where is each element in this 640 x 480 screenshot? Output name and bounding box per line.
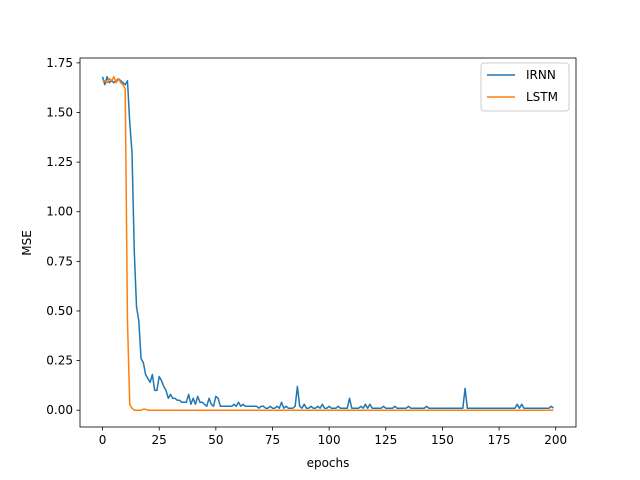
y-tick-label: 0.25 <box>46 354 73 368</box>
legend-label-irnn: IRNN <box>526 68 556 82</box>
series-layer <box>101 76 554 411</box>
y-axis-ticks: 0.00 0.25 0.50 0.75 1.00 1.25 1.50 1.75 <box>46 56 80 417</box>
legend: IRNN LSTM <box>480 62 570 112</box>
x-tick-label: 200 <box>544 433 567 447</box>
x-tick-label: 150 <box>431 433 454 447</box>
series-line-lstm <box>102 76 554 411</box>
series-line-irnn <box>101 76 554 409</box>
y-tick-label: 0.50 <box>46 304 73 318</box>
x-tick-label: 125 <box>374 433 397 447</box>
x-tick-label: 100 <box>318 433 341 447</box>
x-tick-label: 75 <box>265 433 280 447</box>
y-tick-label: 1.75 <box>46 56 73 70</box>
x-tick-label: 25 <box>152 433 167 447</box>
x-tick-label: 50 <box>208 433 223 447</box>
x-axis-title: epochs <box>307 456 350 470</box>
x-tick-label: 0 <box>99 433 107 447</box>
plot-frame <box>79 57 577 428</box>
y-tick-label: 0.00 <box>46 403 73 417</box>
x-axis-ticks: 0 25 50 75 100 125 150 175 200 <box>99 427 567 447</box>
y-tick-label: 1.00 <box>46 205 73 219</box>
y-tick-label: 1.25 <box>46 155 73 169</box>
y-tick-label: 0.75 <box>46 254 73 268</box>
x-tick-label: 175 <box>488 433 511 447</box>
y-axis-title: MSE <box>20 230 34 256</box>
legend-label-lstm: LSTM <box>526 90 558 104</box>
y-tick-label: 1.50 <box>46 105 73 119</box>
